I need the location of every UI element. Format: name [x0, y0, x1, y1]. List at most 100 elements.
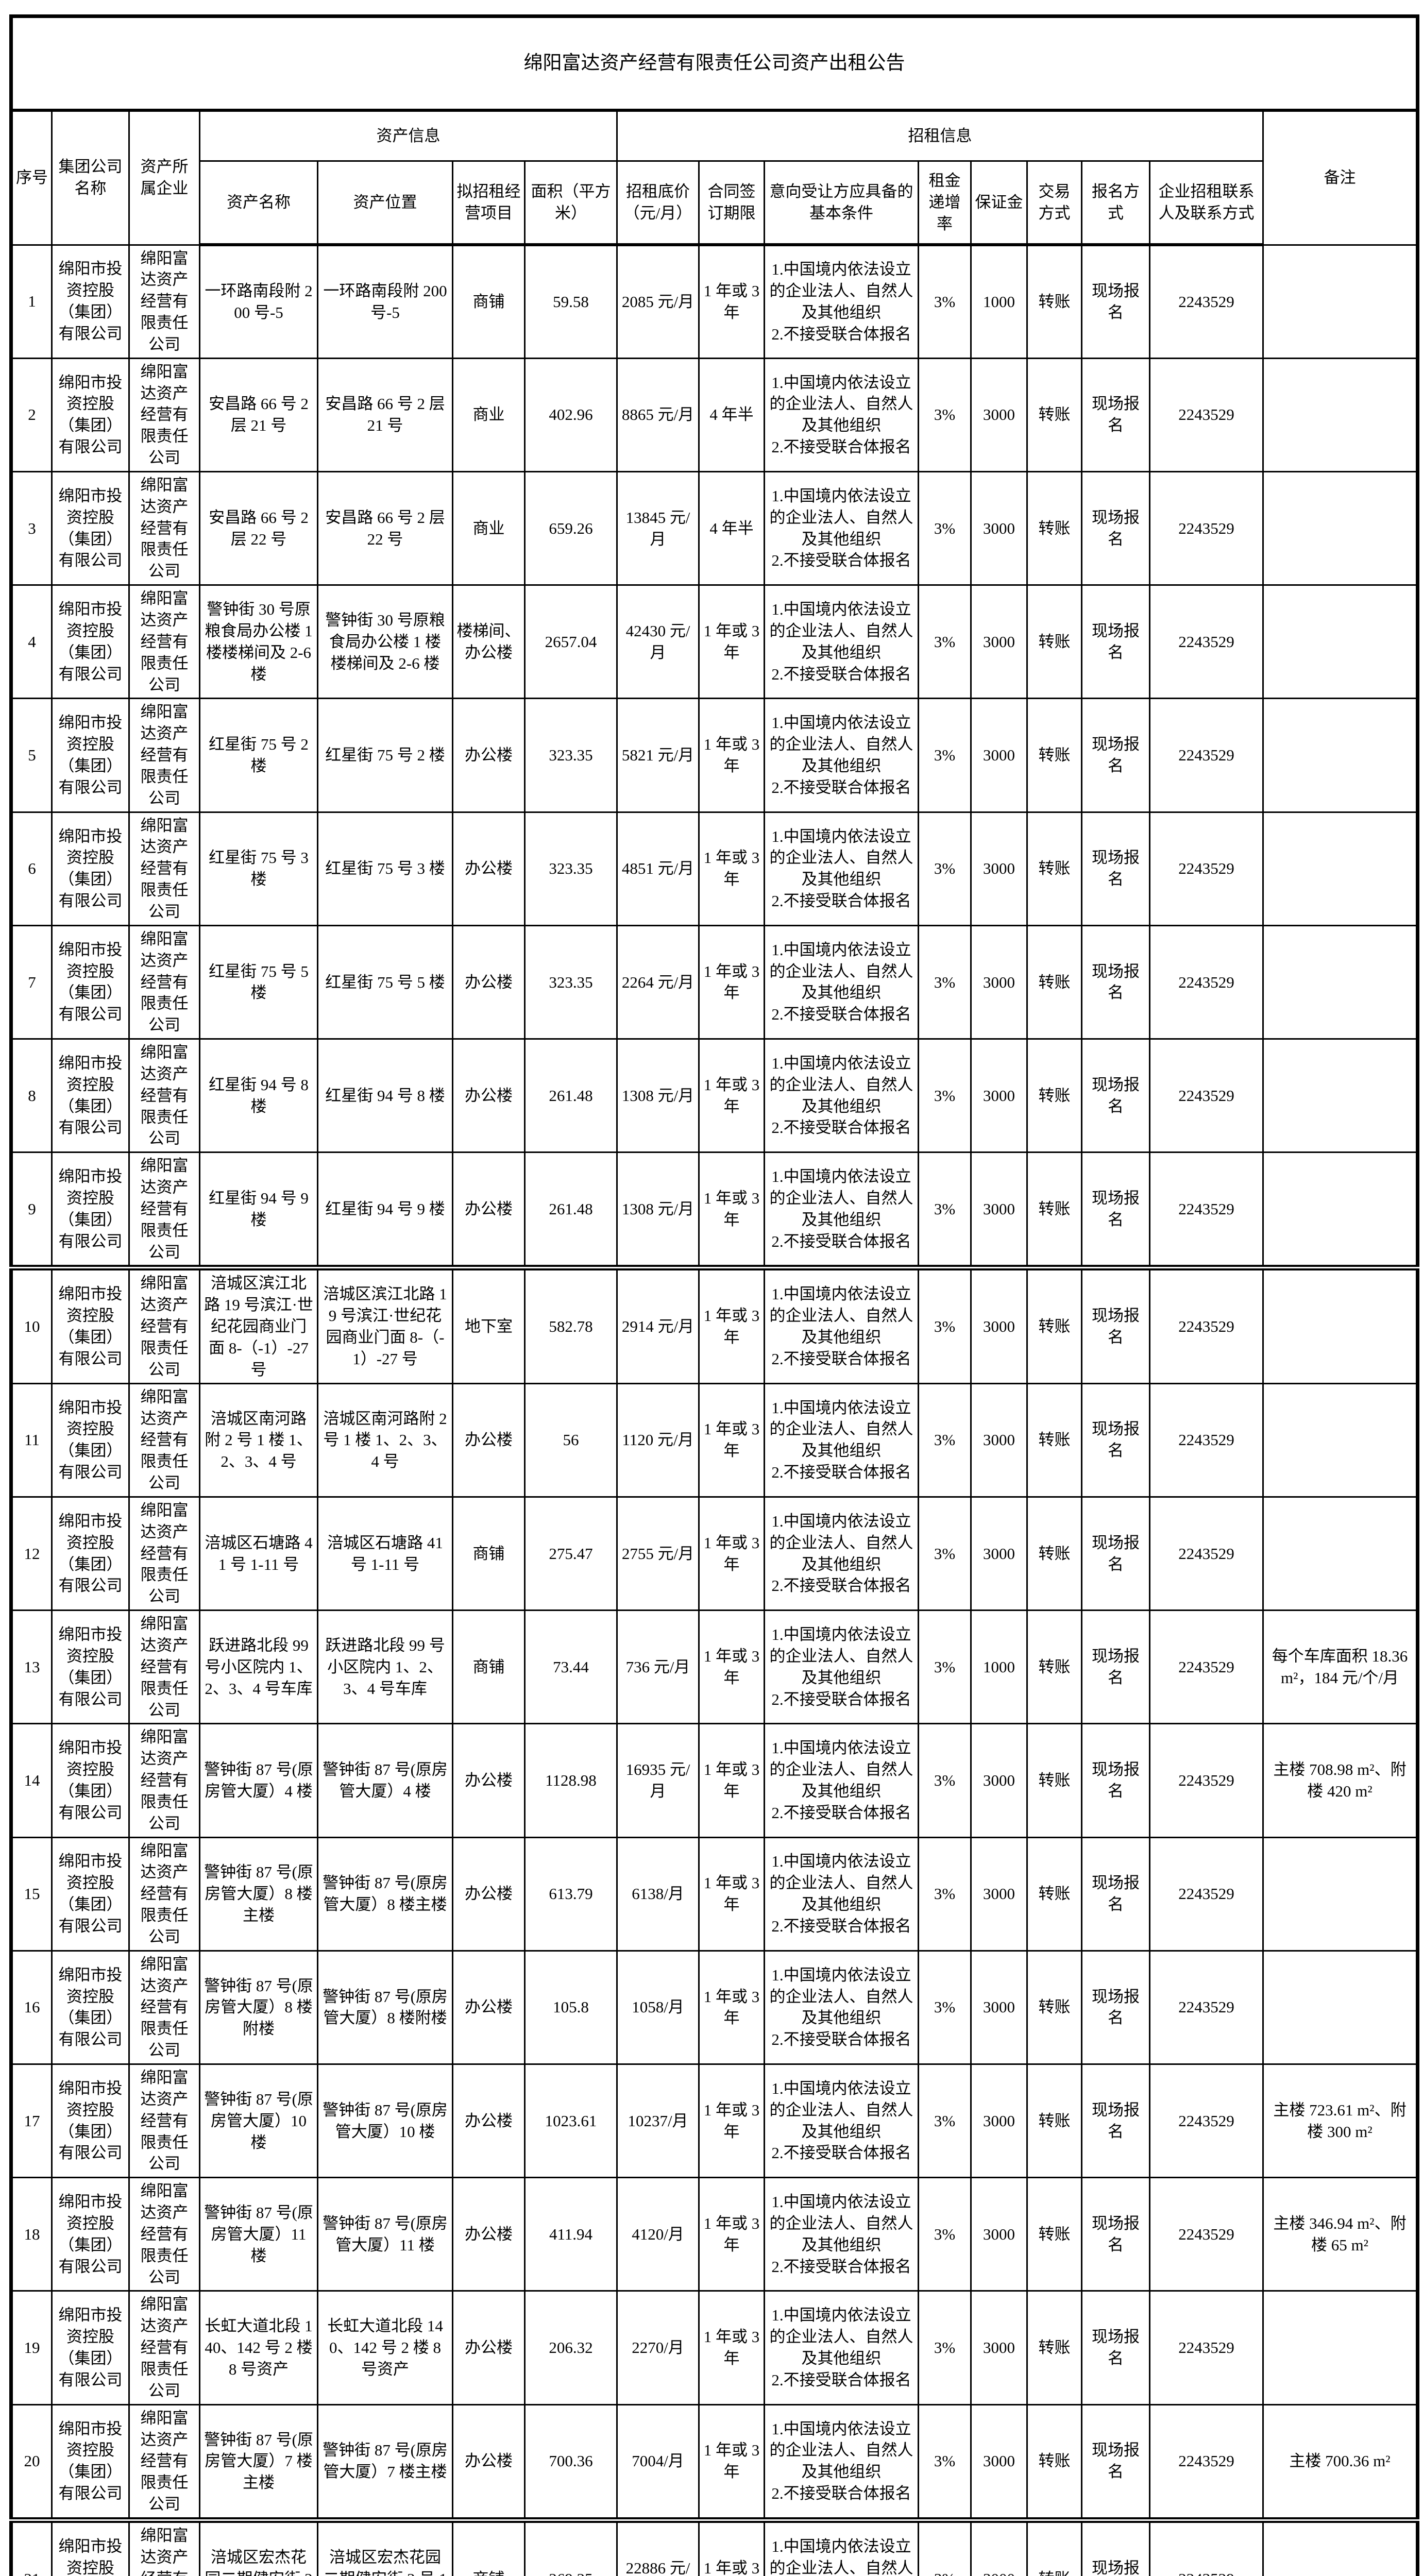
seq-cell: 18 [10, 2177, 53, 2292]
asset-name-cell: 长虹大道北段 140、142 号 2 楼 8 号资产 [199, 2290, 318, 2405]
contract-term-cell: 4 年半 [698, 470, 765, 586]
asset-owner-cell: 绵阳富达资产经营有限责任公司 [128, 811, 200, 926]
registration-method-cell: 现场报名 [1081, 1038, 1150, 1154]
base-price-cell: 8865 元/月 [616, 357, 700, 472]
base-price-cell: 2270/月 [616, 2290, 700, 2405]
business-type-cell: 商业 [452, 470, 526, 586]
contact-cell: 2243529 [1149, 244, 1264, 359]
group-company-cell: 绵阳市投资控股（集团）有限公司 [51, 2519, 130, 2576]
registration-method-cell: 现场报名 [1081, 1267, 1150, 1384]
rate-cell: 3% [918, 811, 972, 926]
conditions-cell: 1.中国境内依法设立的企业法人、自然人及其他组织 2.不接受联合体报名 [764, 1151, 919, 1271]
transaction-method-cell: 转账 [1026, 924, 1082, 1040]
asset-owner-cell: 绵阳富达资产经营有限责任公司 [128, 1836, 200, 1952]
area-cell: 1023.61 [524, 2063, 618, 2179]
business-type-cell: 商业 [452, 357, 526, 472]
base-price-cell: 10237/月 [616, 2063, 700, 2179]
contact-cell: 2243529 [1149, 2063, 1264, 2179]
table-row: 13 绵阳市投资控股（集团）有限公司 绵阳富达资产经营有限责任公司 跃进路北段 99 … [10, 1609, 1418, 1725]
asset-location-cell: 安昌路 66 号 2 层 21 号 [317, 357, 453, 472]
business-type-cell: 办公楼 [452, 1151, 526, 1271]
transaction-method-cell: 转账 [1026, 2519, 1082, 2576]
group-company-cell: 绵阳市投资控股（集团）有限公司 [51, 811, 130, 926]
asset-name-cell: 警钟街 87 号(原房管大厦）7 楼主楼 [199, 2403, 318, 2523]
deposit-cell: 3000 [970, 584, 1028, 700]
base-price-cell: 1308 元/月 [616, 1151, 700, 1271]
area-cell: 261.48 [524, 1151, 618, 1271]
conditions-cell: 1.中国境内依法设立的企业法人、自然人及其他组织 2.不接受联合体报名 [764, 1950, 919, 2065]
contact-cell: 2243529 [1149, 2403, 1264, 2523]
seq-cell: 10 [10, 1267, 53, 1384]
asset-owner-cell: 绵阳富达资产经营有限责任公司 [128, 2290, 200, 2405]
asset-owner-cell: 绵阳富达资产经营有限责任公司 [128, 2519, 200, 2576]
seq-cell: 1 [10, 244, 53, 359]
contact-cell: 2243529 [1149, 1382, 1264, 1498]
area-cell: 2657.04 [524, 584, 618, 700]
contact-cell: 2243529 [1149, 698, 1264, 813]
deposit-cell: 3000 [970, 811, 1028, 926]
business-type-cell: 办公楼 [452, 1038, 526, 1154]
seq-cell: 20 [10, 2403, 53, 2523]
deposit-cell: 3000 [970, 1950, 1028, 2065]
contact-cell: 2243529 [1149, 1609, 1264, 1725]
base-price-cell: 5821 元/月 [616, 698, 700, 813]
contract-term-cell: 1 年或 3 年 [698, 2177, 765, 2292]
conditions-cell: 1.中国境内依法设立的企业法人、自然人及其他组织 2.不接受联合体报名 [764, 1382, 919, 1498]
contact-cell: 2243529 [1149, 2519, 1264, 2576]
area-cell: 613.79 [524, 1836, 618, 1952]
rate-cell: 3% [918, 2519, 972, 2576]
remark-cell [1262, 244, 1418, 359]
deposit-cell: 3000 [970, 470, 1028, 586]
area-cell: 56 [524, 1382, 618, 1498]
base-price-cell: 4851 元/月 [616, 811, 700, 926]
contact-cell: 2243529 [1149, 1267, 1264, 1384]
table-row: 9 绵阳市投资控股（集团）有限公司 绵阳富达资产经营有限责任公司 红星街 94 号 9… [10, 1151, 1418, 1271]
base-price-cell: 736 元/月 [616, 1609, 700, 1725]
business-type-cell: 办公楼 [452, 1836, 526, 1952]
transaction-method-cell: 转账 [1026, 1836, 1082, 1952]
business-type-cell: 办公楼 [452, 811, 526, 926]
conditions-cell: 1.中国境内依法设立的企业法人、自然人及其他组织 2.不接受联合体报名 [764, 924, 919, 1040]
area-cell: 323.35 [524, 924, 618, 1040]
asset-owner-cell: 绵阳富达资产经营有限责任公司 [128, 698, 200, 813]
contract-term-cell: 1 年或 3 年 [698, 1836, 765, 1952]
contract-term-cell: 1 年或 3 年 [698, 2063, 765, 2179]
contract-term-cell: 1 年或 3 年 [698, 2519, 765, 2576]
remark-cell: 主楼 346.94 m²、附楼 65 m² [1262, 2177, 1418, 2292]
business-type-cell: 办公楼 [452, 924, 526, 1040]
contract-term-cell: 1 年或 3 年 [698, 811, 765, 926]
base-price-cell: 2264 元/月 [616, 924, 700, 1040]
area-cell: 275.47 [524, 1496, 618, 1612]
group-company-cell: 绵阳市投资控股（集团）有限公司 [51, 1836, 130, 1952]
conditions-cell: 1.中国境内依法设立的企业法人、自然人及其他组织 2.不接受联合体报名 [764, 357, 919, 472]
base-price-cell: 7004/月 [616, 2403, 700, 2523]
asset-location-cell: 警钟街 87 号(原房管大厦）8 楼附楼 [317, 1950, 453, 2065]
remark-cell [1262, 1496, 1418, 1612]
registration-method-cell: 现场报名 [1081, 2519, 1150, 2576]
transaction-method-cell: 转账 [1026, 1151, 1082, 1271]
asset-owner-cell: 绵阳富达资产经营有限责任公司 [128, 2403, 200, 2523]
contact-cell: 2243529 [1149, 470, 1264, 586]
rate-cell: 3% [918, 244, 972, 359]
remark-cell: 主楼 723.61 m²、附楼 300 m² [1262, 2063, 1418, 2179]
asset-owner-cell: 绵阳富达资产经营有限责任公司 [128, 1609, 200, 1725]
asset-owner-cell: 绵阳富达资产经营有限责任公司 [128, 1723, 200, 1838]
asset-owner-cell: 绵阳富达资产经营有限责任公司 [128, 1382, 200, 1498]
contact-cell: 2243529 [1149, 1836, 1264, 1952]
table-row: 4 绵阳市投资控股（集团）有限公司 绵阳富达资产经营有限责任公司 警钟街 30 号原粮… [10, 584, 1418, 700]
area-cell: 411.94 [524, 2177, 618, 2292]
asset-name-cell: 安昌路 66 号 2 层 21 号 [199, 357, 318, 472]
asset-location-cell: 跃进路北段 99 号小区院内 1、2、3、4 号车库 [317, 1609, 453, 1725]
group-company-cell: 绵阳市投资控股（集团）有限公司 [51, 2403, 130, 2523]
rate-cell: 3% [918, 1267, 972, 1384]
asset-name-cell: 警钟街 87 号(原房管大厦）8 楼附楼 [199, 1950, 318, 2065]
deposit-cell: 3000 [970, 2177, 1028, 2292]
business-type-cell: 办公楼 [452, 698, 526, 813]
transaction-method-cell: 转账 [1026, 1382, 1082, 1498]
conditions-cell: 1.中国境内依法设立的企业法人、自然人及其他组织 2.不接受联合体报名 [764, 584, 919, 700]
business-type-cell: 办公楼 [452, 2063, 526, 2179]
registration-method-cell: 现场报名 [1081, 2290, 1150, 2405]
asset-name-cell: 警钟街 87 号(原房管大厦）4 楼 [199, 1723, 318, 1838]
page-title: 绵阳富达资产经营有限责任公司资产出租公告 [10, 15, 1418, 112]
col-header-registration-method: 报名方式 [1081, 160, 1150, 246]
